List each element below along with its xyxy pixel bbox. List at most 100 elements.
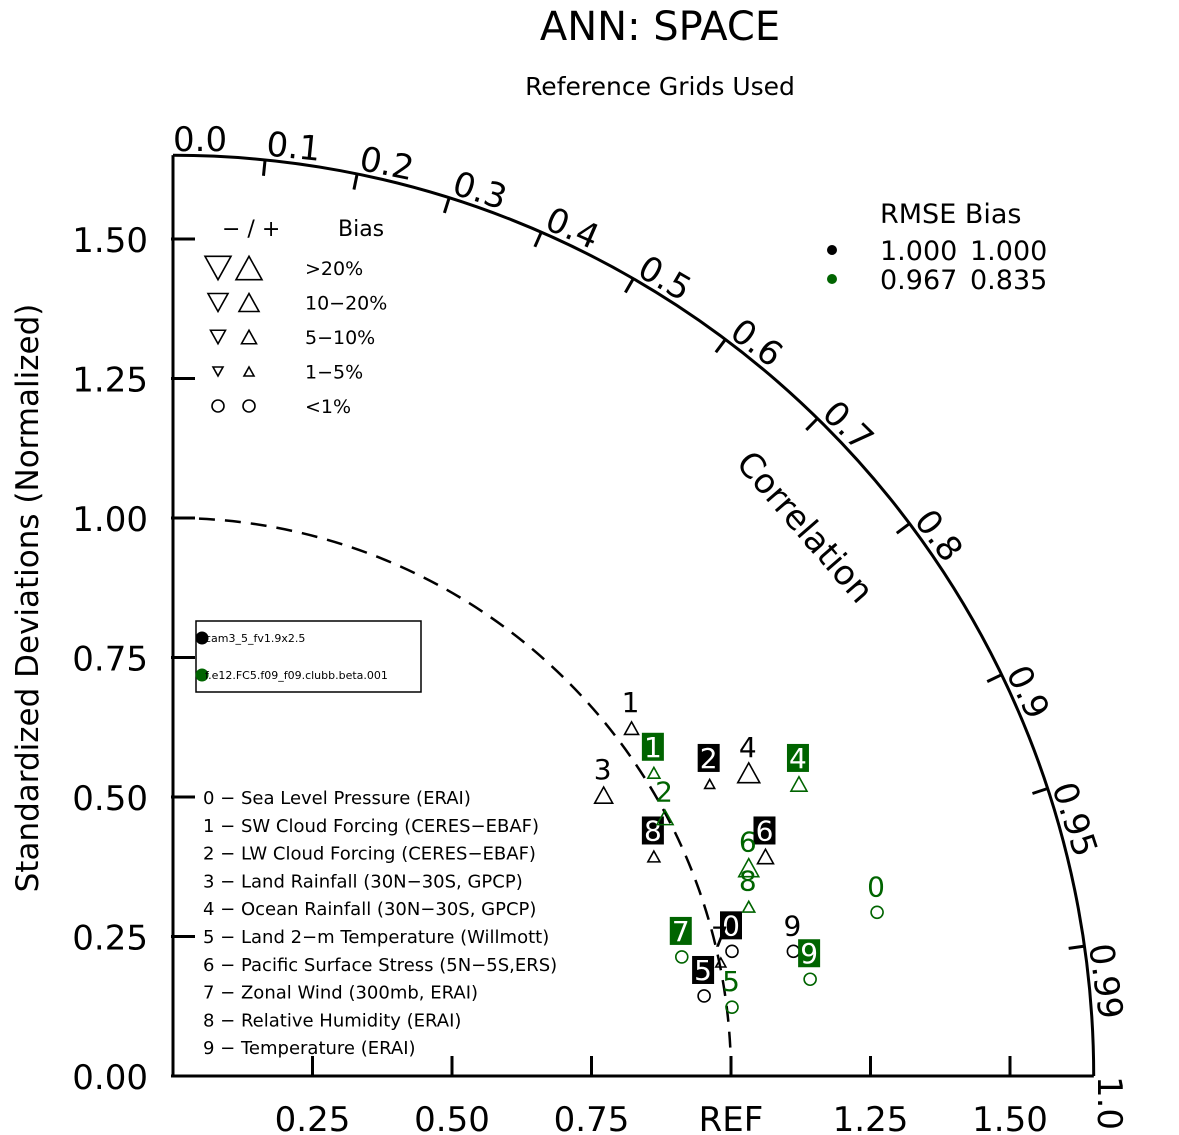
y-tick-label: 0.75 [72,640,148,680]
data-point-label-box [786,743,809,772]
correlation-tick [714,338,727,354]
data-point-label: 9 [800,937,818,970]
correlation-axis-label: Correlation [728,443,881,611]
bias-legend-label: >20% [305,258,363,280]
data-point-triangle [703,777,717,790]
data-point-label: 0 [867,870,885,903]
correlation-tick-label: 1.0 [1089,1076,1129,1130]
correlation-tick-label: 0.1 [265,125,323,170]
x-tick-label: 0.50 [414,1100,490,1135]
correlation-tick-label: 0.3 [448,164,512,218]
data-point-label: 4 [789,742,807,775]
variable-legend-item: 3 − Land Rainfall (30N−30S, GPCP) [203,871,523,892]
variable-legend-item: 0 − Sea Level Pressure (ERAI) [203,788,471,809]
correlation-tick-label: 0.2 [356,139,417,189]
data-point-label-box [798,939,821,968]
legends-group: − / + Bias >20% 10−20% 5−10% 1−5% <1% RMSE Bias… [195,199,1047,1059]
correlation-tick-label: 0.7 [814,393,881,459]
correlation-tick-label: 0.9 [998,659,1058,725]
data-point-label-box [641,732,664,761]
correlation-tick [895,522,911,535]
case-legend-dot [195,668,209,682]
rmse-bias-row-dot [827,274,837,284]
bias-legend-symbol-minus [203,255,233,282]
x-tick-label: 1.50 [972,1100,1048,1135]
correlation-tick-label: 0.4 [539,200,605,258]
variable-legend-item: 6 − Pacific Surface Stress (5N−5S,ERS) [203,955,557,976]
correlation-tick [805,417,819,431]
bias-legend-symbol-plus [242,365,256,377]
variable-legend-item: 7 − Zonal Wind (300mb, ERAI) [203,983,478,1004]
bias-legend-symbol-plus [242,399,256,413]
data-point-triangle [741,899,757,913]
data-point-label: 2 [655,775,673,808]
bias-legend-label: <1% [305,396,351,418]
chart-title: ANN: SPACE [540,4,780,50]
correlation-tick-label: 0.0 [173,120,227,160]
y-tick-label: 0.50 [72,779,148,819]
data-point-label: 7 [711,921,729,954]
correlation-tick-label: 0.8 [906,502,970,569]
correlation-tick-label: 0.95 [1043,777,1105,861]
bias-legend-symbol-minus [211,399,225,413]
data-point-label: 5 [722,965,740,998]
data-point-circle [674,950,689,964]
bias-legend-label: 1−5% [305,362,363,384]
bias-legend-sign-header: − / + [222,217,280,242]
data-point-label: 3 [594,753,612,786]
rmse-value: 0.967 [880,265,957,296]
data-point-circle [803,972,817,987]
data-point-triangle [714,956,728,968]
data-point-label-box [753,816,776,845]
y-tick-label: 1.50 [72,221,148,261]
correlation-tick [261,159,267,176]
data-point-label: 0 [722,909,740,942]
bias-value: 0.835 [970,265,1047,296]
correlation-tick [352,173,359,190]
data-point-label-box [697,743,720,772]
y-tick-label: 1.25 [72,361,148,401]
correlation-tick-label: 0.6 [723,311,790,375]
correlation-tick [1068,944,1085,950]
variable-legend-item: 1 − SW Cloud Forcing (CERES−EBAF) [203,816,539,837]
data-point-label: 8 [739,865,757,898]
case-legend-label: f.e12.FC5.f09_f09.clubb.beta.001 [205,669,388,682]
variable-legend-item: 9 − Temperature (ERAI) [203,1038,416,1059]
data-point-triangle [646,849,662,863]
data-point-label: 4 [739,731,757,764]
data-point-triangle [646,765,662,779]
bias-legend-label: 10−20% [305,293,387,315]
reference-arc [172,516,733,1077]
correlation-tick-label: 0.99 [1080,941,1130,1022]
x-tick-label: 0.75 [554,1100,630,1135]
data-point-circle [786,944,801,959]
data-point-label: 1 [622,686,640,719]
case-legend-box [195,620,422,693]
data-point-circle [697,989,711,1003]
y-tick-label: 0.00 [72,1058,148,1098]
data-point-label-box [692,955,715,984]
data-point-circle [725,944,739,959]
bias-legend-bias-header: Bias [338,217,384,242]
data-point-triangle [737,856,761,878]
data-point-triangle [593,785,615,804]
data-point-label-box [669,916,692,945]
rmse-bias-header: RMSE Bias [880,199,1021,230]
case-legend-dot [195,631,209,645]
data-point-triangle [789,775,809,792]
bias-legend-symbol-plus [237,291,261,313]
bias-legend-symbol-minus [206,292,230,314]
outer-arc [172,153,1096,1077]
correlation-tick [986,673,1003,684]
bias-legend-symbol-minus [211,366,225,378]
variable-legend-item: 5 − Land 2−m Temperature (Willmott) [203,927,549,948]
data-point-triangle [736,761,762,784]
rmse-bias-row-dot [827,245,837,255]
correlation-tick-label: 0.5 [631,248,698,310]
variable-legend-item: 2 − LW Cloud Forcing (CERES−EBAF) [203,844,536,865]
correlation-tick [442,197,451,214]
y-tick-label: 1.00 [72,500,148,540]
data-point-label: 9 [783,909,801,942]
